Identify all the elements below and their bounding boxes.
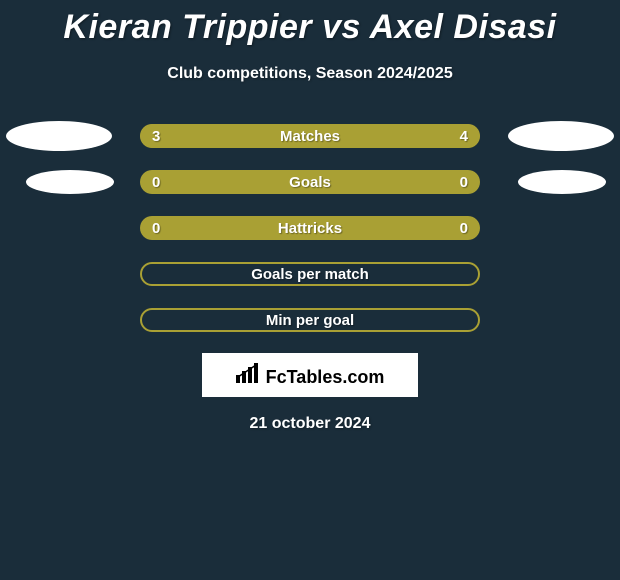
stats-area: 3 Matches 4 0 Goals 0 0 Hattricks 0 Goal… bbox=[0, 113, 620, 343]
bar-chart-icon bbox=[236, 363, 260, 383]
stat-bar-goals: 0 Goals 0 bbox=[140, 170, 480, 194]
date-label: 21 october 2024 bbox=[0, 415, 620, 433]
stat-row-goals: 0 Goals 0 bbox=[0, 159, 620, 205]
stat-value-right: 0 bbox=[460, 216, 468, 240]
stat-label: Min per goal bbox=[142, 310, 478, 330]
player2-name: Axel Disasi bbox=[370, 8, 557, 46]
stat-row-hattricks: 0 Hattricks 0 bbox=[0, 205, 620, 251]
stat-bar-goals-per-match: Goals per match bbox=[140, 262, 480, 286]
stat-bar-matches: 3 Matches 4 bbox=[140, 124, 480, 148]
stat-bar-min-per-goal: Min per goal bbox=[140, 308, 480, 332]
stat-label: Matches bbox=[140, 124, 480, 148]
player1-club-ellipse bbox=[26, 170, 114, 194]
stat-row-goals-per-match: Goals per match bbox=[0, 251, 620, 297]
player1-avatar-ellipse bbox=[6, 121, 112, 151]
player1-name: Kieran Trippier bbox=[63, 8, 312, 46]
brand-box[interactable]: FcTables.com bbox=[202, 353, 418, 397]
stat-value-right: 0 bbox=[460, 170, 468, 194]
comparison-title: Kieran Trippier vs Axel Disasi bbox=[0, 0, 620, 47]
player2-avatar-ellipse bbox=[508, 121, 614, 151]
stat-bar-hattricks: 0 Hattricks 0 bbox=[140, 216, 480, 240]
player2-club-ellipse bbox=[518, 170, 606, 194]
brand-logo: FcTables.com bbox=[236, 363, 385, 388]
brand-text: FcTables.com bbox=[266, 367, 385, 388]
stat-label: Goals bbox=[140, 170, 480, 194]
stat-label: Goals per match bbox=[142, 264, 478, 284]
stat-row-min-per-goal: Min per goal bbox=[0, 297, 620, 343]
stat-row-matches: 3 Matches 4 bbox=[0, 113, 620, 159]
subtitle: Club competitions, Season 2024/2025 bbox=[0, 65, 620, 83]
stat-label: Hattricks bbox=[140, 216, 480, 240]
stat-value-right: 4 bbox=[460, 124, 468, 148]
vs-label: vs bbox=[322, 8, 361, 46]
